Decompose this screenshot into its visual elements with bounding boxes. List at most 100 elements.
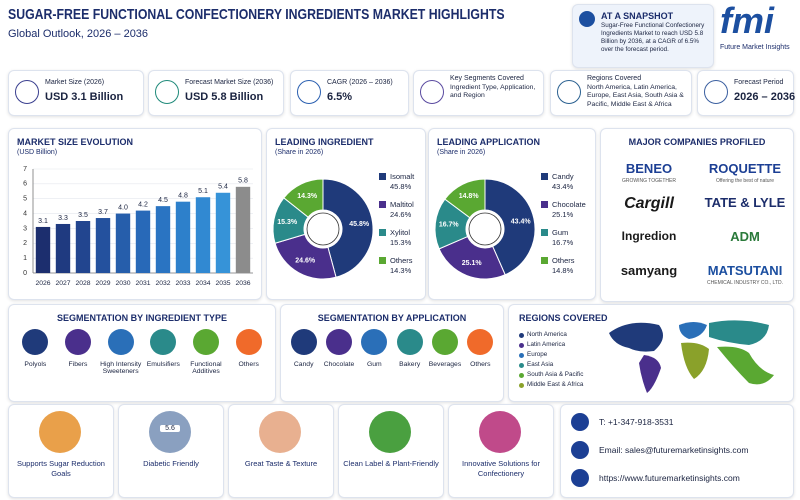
segment-label: Gum <box>366 361 382 368</box>
kpi-card: Key Segments Covered Ingredient Type, App… <box>413 70 544 116</box>
segment-icon <box>396 329 423 355</box>
donut-center <box>306 212 340 246</box>
contact-icon <box>571 413 589 431</box>
kpi-label: Regions Covered <box>587 75 642 82</box>
segment-label: Chocolate <box>323 361 355 368</box>
donut-chart: 45.8%Isomalt45.8%24.6%Maltitol24.6%15.3%… <box>272 172 415 280</box>
benefit-badge: 5.6 <box>160 425 180 432</box>
benefit-image <box>39 411 81 453</box>
segment-label: Polyols <box>24 361 47 368</box>
kpi-value: 2026 – 2036 <box>734 91 796 103</box>
map-region <box>639 355 661 393</box>
benefit-card: Clean Label & Plant-Friendly <box>338 404 444 498</box>
bar <box>175 201 191 273</box>
kpi-icon <box>15 80 39 104</box>
segment-icon <box>193 329 219 355</box>
map-region <box>709 320 769 345</box>
y-tick-label: 0 <box>23 270 27 277</box>
bar <box>35 226 51 273</box>
segment-icon <box>235 329 262 355</box>
section-title: SEGMENTATION BY INGREDIENT TYPE <box>56 313 227 323</box>
map-region <box>717 346 774 385</box>
map-region <box>679 322 707 339</box>
slice-label: 14.3% <box>297 193 318 200</box>
y-tick-label: 3 <box>23 225 27 232</box>
chart-subtitle: (USD Billion) <box>17 149 58 156</box>
region-dot <box>519 343 524 348</box>
legend-value: 25.1% <box>552 210 574 219</box>
benefit-image <box>479 411 521 453</box>
x-tick-label: 2030 <box>115 280 130 287</box>
segment-icon <box>65 329 91 355</box>
region-dot <box>519 363 524 368</box>
company-tagline: GROWING TOGETHER <box>622 178 676 184</box>
legend-label: Others <box>552 256 575 265</box>
donut-slice <box>444 178 486 219</box>
legend-swatch <box>541 229 548 236</box>
kpi-label: Key Segments Covered <box>450 75 524 82</box>
contact-icon <box>571 469 589 487</box>
segment-label: Emulsifiers <box>146 361 180 368</box>
region-name: Europe <box>527 351 548 358</box>
legend-swatch <box>379 257 386 264</box>
benefit-image <box>259 411 301 453</box>
legend-label: Maltitol <box>390 200 414 209</box>
legend-swatch <box>379 229 386 236</box>
segment-icon <box>22 329 49 355</box>
regions-card: REGIONS COVERED North America Latin Americ… <box>508 304 794 402</box>
legend-value: 45.8% <box>390 182 412 191</box>
segment-label: Bakery <box>399 361 421 368</box>
segment-label: Others <box>470 361 491 368</box>
kpi-card: Forecast Period 2026 – 2036 <box>697 70 796 116</box>
legend-swatch <box>379 201 386 208</box>
y-tick-label: 6 <box>23 181 27 188</box>
kpi-icon <box>420 80 444 104</box>
value-label: 5.4 <box>218 184 228 191</box>
value-label: 3.5 <box>78 212 88 219</box>
region-name: South Asia & Pacific <box>527 371 584 378</box>
x-tick-label: 2026 <box>35 280 50 287</box>
y-tick-label: 7 <box>23 166 27 173</box>
map-region <box>609 322 663 352</box>
legend-label: Isomalt <box>390 172 415 181</box>
segment-label: Beverages <box>428 361 462 368</box>
donut-slice <box>283 178 324 218</box>
chart-title: LEADING INGREDIENT <box>275 137 374 147</box>
section-title: MAJOR COMPANIES PROFILED <box>628 137 766 147</box>
legend-label: Gum <box>552 228 568 237</box>
bar <box>155 206 171 273</box>
y-tick-label: 5 <box>23 196 27 203</box>
legend-swatch <box>541 201 548 208</box>
x-tick-label: 2035 <box>215 280 230 287</box>
slice-label: 25.1% <box>462 260 483 267</box>
segment-label: Functional Additives <box>190 361 222 375</box>
region-name: Latin America <box>527 341 566 348</box>
chart-subtitle: (Share in 2026) <box>275 149 324 156</box>
company-name: Cargill <box>624 195 674 212</box>
kpi-label: CAGR (2026 – 2036) <box>327 79 393 86</box>
benefit-label: Diabetic Friendly <box>143 459 199 468</box>
benefit-label: Innovative Solutions for Confectionery <box>462 459 540 478</box>
benefit-card: Supports Sugar Reduction Goals <box>8 404 114 498</box>
segment-label: High Intensity Sweeteners <box>100 361 142 375</box>
bar <box>95 218 111 273</box>
kpi-value: Ingredient Type, Application, and Region <box>450 84 536 100</box>
bar <box>215 192 231 273</box>
world-map <box>609 320 774 393</box>
chart-title: MARKET SIZE EVOLUTION <box>17 137 134 147</box>
snapshot-text: Sugar-Free Functional Confectionery Ingr… <box>601 22 705 53</box>
slice-label: 15.3% <box>277 219 298 226</box>
x-tick-label: 2028 <box>75 280 90 287</box>
segment-icon <box>432 329 458 355</box>
bar <box>195 197 211 273</box>
region-dot <box>519 383 524 388</box>
company-name: MATSUTANI <box>707 263 783 278</box>
map-region <box>681 342 709 379</box>
value-label: 3.7 <box>98 209 108 216</box>
kpi-icon <box>557 80 581 104</box>
legend-label: Candy <box>552 172 574 181</box>
segment-icon <box>290 329 317 355</box>
pie-card: LEADING APPLICATION (Share in 2026) 43.4% C… <box>428 128 596 300</box>
legend-swatch <box>379 173 386 180</box>
legend-value: 24.6% <box>390 210 412 219</box>
